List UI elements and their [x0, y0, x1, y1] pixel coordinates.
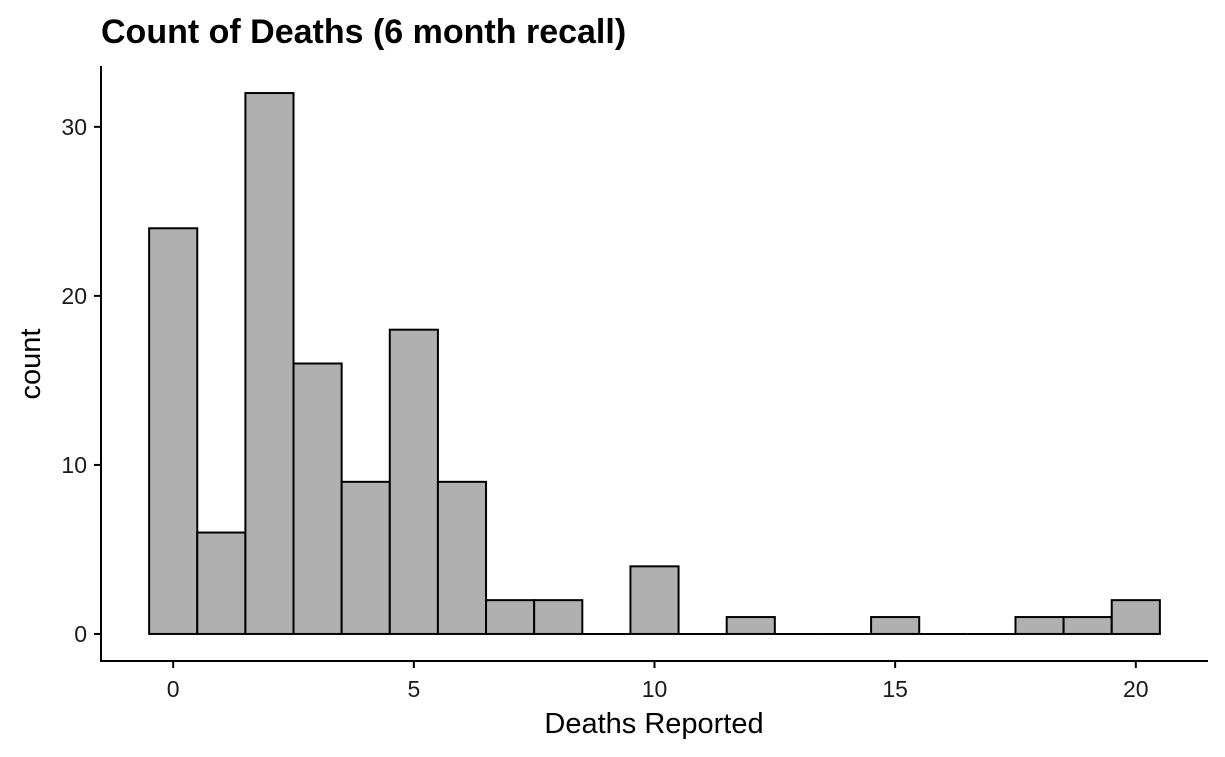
x-tick-label: 15: [882, 676, 908, 702]
x-tick-label: 10: [642, 676, 668, 702]
y-tick-label: 10: [61, 452, 87, 478]
histogram-bar: [292, 362, 343, 635]
histogram-bar: [340, 480, 391, 635]
histogram-bar: [1110, 599, 1161, 635]
chart-title: Count of Deaths (6 month recall): [101, 13, 626, 51]
bars-group: [148, 92, 1161, 635]
histogram-bar: [629, 565, 680, 635]
y-tick-label: 30: [61, 114, 87, 140]
x-tick-label: 0: [167, 676, 180, 702]
histogram-bar: [148, 227, 199, 635]
histogram-bar: [725, 616, 776, 635]
histogram-bar: [1062, 616, 1113, 635]
histogram-bar: [485, 599, 536, 635]
y-tick-label: 20: [61, 283, 87, 309]
histogram-bar: [1014, 616, 1065, 635]
x-axis-title: Deaths Reported: [544, 708, 763, 740]
histogram-bar: [436, 480, 488, 635]
x-tick-label: 5: [407, 676, 420, 702]
histogram-bar: [244, 92, 295, 635]
histogram-bar: [196, 531, 247, 635]
histogram-bar: [533, 599, 584, 635]
x-tick-label: 20: [1123, 676, 1149, 702]
y-axis-ticks: 0 10 20 30: [61, 114, 101, 647]
histogram-bar: [870, 616, 921, 635]
y-tick-label: 0: [74, 621, 87, 647]
y-axis-title: count: [15, 329, 47, 400]
x-axis-ticks: 0 5 10 15 20: [167, 661, 1149, 702]
histogram-bar: [388, 328, 439, 635]
